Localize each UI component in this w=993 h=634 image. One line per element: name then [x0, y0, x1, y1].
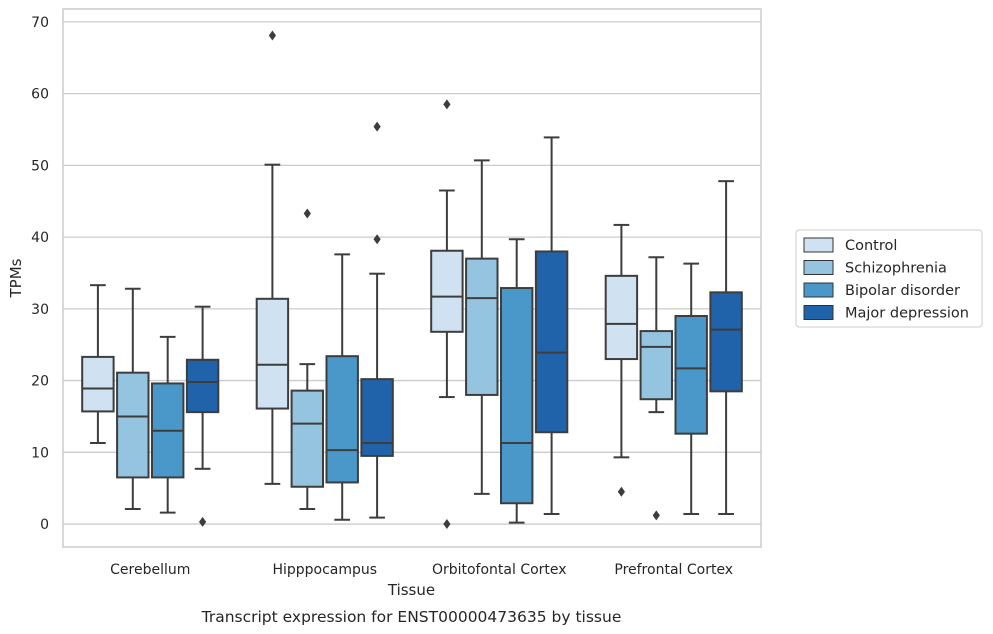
box-group: [185, 305, 220, 527]
y-tick-label: 70: [31, 15, 49, 31]
x-tick-label: Hipppocampus: [272, 562, 377, 578]
x-axis: Cerebellum Hipppocampus Orbitofontal Corte…: [110, 562, 733, 578]
outlier-point: [373, 234, 381, 245]
iqr-box: [81, 355, 115, 413]
iqr-box: [185, 358, 220, 414]
y-tick-label: 50: [31, 158, 49, 174]
outlier-point: [199, 516, 207, 527]
x-tick-label: Cerebellum: [110, 562, 190, 578]
box-group: [604, 223, 639, 497]
legend-entry-label: Control: [845, 238, 897, 254]
outlier-point: [443, 519, 451, 530]
legend-frame: [795, 229, 983, 328]
iqr-box: [709, 291, 743, 393]
box-group: [360, 121, 394, 519]
outlier-point: [652, 510, 660, 521]
y-tick-label: 0: [40, 517, 49, 533]
legend-entry-label: Major depression: [845, 306, 969, 322]
figure-caption: Transcript expression for ENST0000047363…: [201, 608, 622, 626]
y-tick-label: 60: [31, 87, 49, 103]
x-tick-label: Prefrontal Cortex: [614, 562, 733, 578]
box-group: [150, 335, 185, 514]
outlier-point: [373, 121, 381, 132]
box-group: [430, 99, 464, 530]
outlier-point: [268, 30, 276, 41]
box-group: [255, 30, 290, 485]
legend: Control Schizophrenia Bipolar disorder Majo…: [795, 229, 983, 328]
box-group: [325, 253, 359, 521]
iqr-box: [430, 249, 464, 333]
box-group: [674, 262, 708, 516]
iqr-box: [604, 274, 639, 361]
iqr-box: [325, 355, 359, 484]
legend-swatch: [803, 305, 834, 320]
legend-swatch: [803, 237, 834, 253]
box-group: [81, 284, 115, 444]
x-axis-label: Tissue: [387, 581, 435, 599]
y-tick-label: 40: [31, 230, 49, 246]
box-group: [534, 136, 569, 516]
box-group: [709, 180, 743, 516]
iqr-box: [534, 250, 569, 434]
y-tick-label: 20: [31, 374, 49, 390]
y-tick-label: 30: [31, 302, 49, 318]
legend-entry-label: Bipolar disorder: [845, 283, 960, 299]
plot-area: [81, 30, 743, 530]
plot-frame: [62, 8, 762, 548]
outlier-point: [617, 486, 625, 497]
box-group: [639, 256, 674, 521]
box-group: [499, 238, 534, 524]
box-group: [290, 208, 325, 510]
box-group: [116, 287, 150, 510]
iqr-box: [255, 297, 290, 410]
legend-entry-label: Schizophrenia: [845, 261, 947, 277]
outlier-point: [303, 208, 311, 219]
box-group: [465, 159, 499, 495]
iqr-box: [465, 257, 499, 396]
legend-swatch: [803, 260, 834, 275]
y-tick-label: 10: [31, 445, 49, 461]
iqr-box: [674, 315, 708, 435]
iqr-box: [499, 287, 534, 505]
iqr-box: [639, 330, 674, 401]
iqr-box: [116, 371, 150, 479]
y-axis-label: TPMs: [7, 258, 25, 298]
iqr-box: [290, 389, 325, 488]
outlier-point: [443, 99, 451, 110]
y-axis: 0 10 20 30 40 50 60 70: [31, 15, 49, 533]
iqr-box: [360, 378, 394, 457]
legend-swatch: [803, 282, 834, 298]
x-tick-label: Orbitofontal Cortex: [432, 562, 567, 578]
